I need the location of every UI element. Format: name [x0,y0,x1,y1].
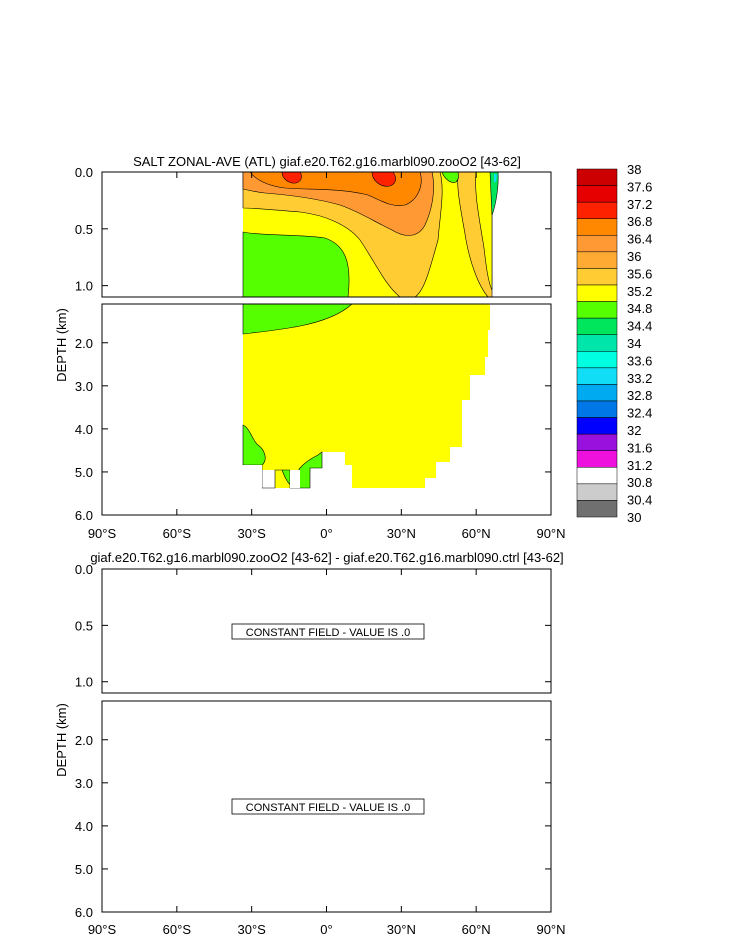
colorbar-swatch [576,301,618,319]
colorbar-swatch [576,450,618,468]
x-tick-label: 60°S [163,526,192,541]
panel1-lower-field [242,303,490,489]
colorbar-swatch [576,417,618,435]
panel1-ylabel: DEPTH (km) [54,308,69,382]
panel2-title: giaf.e20.T62.g16.marbl090.zooO2 [43-62] … [90,550,563,565]
x-tick-label: 30°S [237,526,266,541]
colorbar-swatch [576,500,618,518]
salt-field-green-deep-north [242,303,353,335]
colorbar-label: 30.8 [627,475,652,490]
x-tick-label: 0° [320,922,332,937]
y-tick-label: 3.0 [75,379,93,394]
salt-field-green-south [242,231,350,298]
panel2-y-ticks-upper: 0.0 0.5 1.0 [75,562,551,690]
colorbar-label: 31.6 [627,440,652,455]
x-tick-label: 60°N [462,526,491,541]
colorbar-label: 35.2 [627,284,652,299]
colorbar-swatch [576,201,618,219]
salt-field-yellow-deep [243,304,490,488]
panel1-upper-field [242,171,499,298]
colorbar-label: 32.8 [627,388,652,403]
colorbar-swatch [576,334,618,352]
salt-field-red-south [281,171,302,184]
colorbar-swatch [576,185,618,203]
y-tick-label: 3.0 [75,776,93,791]
colorbar-label: 34.8 [627,301,652,316]
y-tick-label: 2.0 [75,733,93,748]
colorbar-swatch [576,467,618,485]
colorbar-swatch [576,168,618,186]
panel2-x-ticks: 90°S 60°S 30°S 0° 30°N 60°N 90°N [88,569,566,937]
colorbar-swatch [576,400,618,418]
y-tick-label: 1.0 [75,279,93,294]
colorbar-label: 37.2 [627,197,652,212]
constant-field-label-upper: CONSTANT FIELD - VALUE IS .0 [231,623,425,640]
colorbar-label: 36.8 [627,214,652,229]
panel2-y-ticks-lower: 2.0 3.0 4.0 5.0 6.0 [75,733,551,920]
colorbar-label: 36.4 [627,232,652,247]
salt-field-green-north [441,171,459,183]
x-tick-label: 90°S [88,922,117,937]
colorbar-swatch [576,433,618,451]
colorbar-swatch [576,251,618,269]
x-tick-label: 30°N [387,922,416,937]
y-tick-label: 0.5 [75,618,93,633]
colorbar-swatch [576,384,618,402]
x-tick-label: 30°N [387,526,416,541]
panel1-title: SALT ZONAL-AVE (ATL) giaf.e20.T62.g16.ma… [133,154,521,169]
salt-field-yellow-north [475,171,493,291]
colorbar-swatch [576,218,618,236]
x-tick-label: 60°N [462,922,491,937]
colorbar-label: 31.2 [627,458,652,473]
annotation-upper-text: CONSTANT FIELD - VALUE IS .0 [246,627,410,639]
y-tick-label: 5.0 [75,465,93,480]
colorbar-swatch [576,483,618,501]
annotation-lower-text: CONSTANT FIELD - VALUE IS .0 [246,802,410,814]
colorbar-label: 30.4 [627,493,652,508]
y-tick-label: 1.0 [75,675,93,690]
colorbar-swatch [576,235,618,253]
constant-field-label-lower: CONSTANT FIELD - VALUE IS .0 [231,798,425,815]
colorbar-label: 38 [627,162,641,177]
colorbar: 38 37.6 37.2 36.8 36.4 36 35.6 35.2 34.8 34.4 34 33… [576,162,652,525]
y-tick-label: 0.5 [75,222,93,237]
colorbar-label: 33.6 [627,353,652,368]
y-tick-label: 0.0 [75,165,93,180]
panel1-y-ticks-lower: 2.0 3.0 4.0 5.0 6.0 [75,336,551,523]
y-tick-label: 2.0 [75,336,93,351]
salt-field-red-north [371,171,396,187]
colorbar-label: 32.4 [627,406,652,421]
colorbar-label: 36 [627,249,641,264]
x-tick-label: 30°S [237,922,266,937]
x-tick-label: 90°S [88,526,117,541]
colorbar-label: 32 [627,423,641,438]
x-tick-label: 90°N [536,922,565,937]
panel2-ylabel: DEPTH (km) [54,703,69,777]
colorbar-label: 35.6 [627,266,652,281]
y-tick-label: 0.0 [75,562,93,577]
y-tick-label: 6.0 [75,905,93,920]
y-tick-label: 5.0 [75,862,93,877]
y-tick-label: 4.0 [75,819,93,834]
x-tick-label: 0° [320,526,332,541]
x-tick-label: 60°S [163,922,192,937]
colorbar-swatch [576,284,618,302]
panel1-x-ticks: 90°S 60°S 30°S 0° 30°N 60°N 90°N [88,172,566,541]
panel1-y-ticks-upper: 0.0 0.5 1.0 [75,165,551,294]
x-tick-label: 90°N [536,526,565,541]
colorbar-swatch [576,317,618,335]
colorbar-swatch [576,351,618,369]
colorbar-label: 34.4 [627,319,652,334]
colorbar-label: 33.2 [627,371,652,386]
seafloor-mask [243,465,345,488]
colorbar-label: 37.6 [627,179,652,194]
y-tick-label: 4.0 [75,422,93,437]
y-tick-label: 6.0 [75,508,93,523]
salt-field-blue-arctic [494,174,497,182]
colorbar-swatch [576,367,618,385]
colorbar-swatch [576,268,618,286]
colorbar-label: 30 [627,510,641,525]
colorbar-label: 34 [627,336,641,351]
